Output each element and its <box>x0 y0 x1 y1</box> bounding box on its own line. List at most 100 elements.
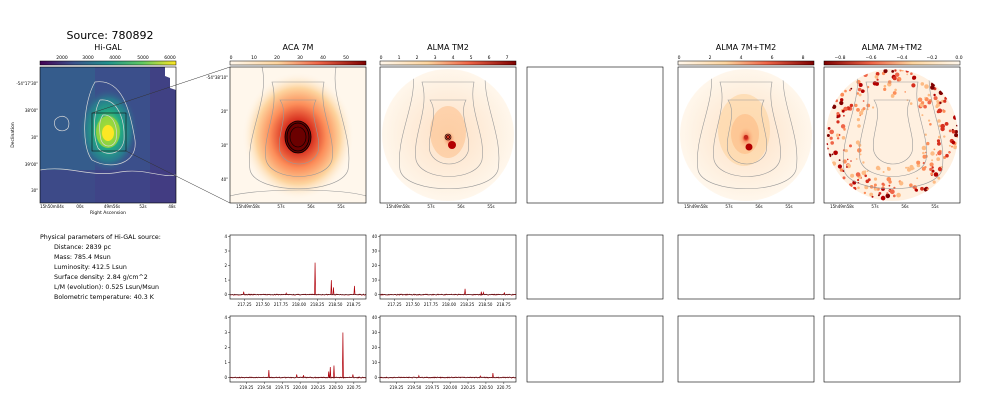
residual-speckle <box>933 148 936 151</box>
empty-spectrum-panel <box>823 234 961 300</box>
residual-speckle <box>921 166 926 171</box>
residual-speckle <box>840 92 845 97</box>
residual-speckle <box>932 180 936 184</box>
residual-speckle <box>901 69 904 72</box>
y-tick-label: 4 <box>224 234 227 239</box>
x-tick-label: 220.00 <box>443 385 457 390</box>
x-tick-label: 219.50 <box>407 385 421 390</box>
residual-speckle <box>829 129 834 135</box>
x-tick-label: 220.25 <box>461 385 475 390</box>
y-tick-label: -54°38'10" <box>206 75 228 80</box>
residual-speckle <box>921 101 925 105</box>
residual-speckle <box>892 194 896 198</box>
aca-panel: ACA 7M 0 10 20 30 40 50 -54°38' <box>206 43 367 209</box>
residual-speckle <box>896 79 900 82</box>
y-tick-label: 39'00" <box>25 162 38 167</box>
spectra-grid: 217.25 217.50 217.75 218.00 218.25 218.50 218.… <box>224 234 517 390</box>
residual-speckle <box>836 112 840 116</box>
x-tick-label: 220.25 <box>311 385 325 390</box>
residual-speckle <box>924 96 926 99</box>
y-tick-label: 20" <box>221 109 228 114</box>
residual-speckle <box>862 107 866 111</box>
residual-speckle <box>899 181 904 186</box>
residual-speckle <box>859 153 862 156</box>
aca-colorbar-ticks: 0 10 20 30 40 50 <box>230 55 349 61</box>
colorbar-tick-label: 8 <box>802 55 805 61</box>
y-tick-label: 20 <box>372 263 378 268</box>
residual-speckle <box>924 151 927 154</box>
residual-speckle <box>944 122 949 126</box>
residual-speckle <box>873 177 878 181</box>
residual-speckle <box>943 99 947 103</box>
residual-speckle <box>909 102 913 105</box>
colorbar-tick-label: 40 <box>320 55 326 61</box>
residual-speckle <box>929 167 933 171</box>
residual-speckle <box>923 104 927 109</box>
residual-speckle <box>836 137 840 140</box>
residual-speckle <box>923 187 928 192</box>
colorbar-tick-label: 1 <box>398 55 401 61</box>
residual-speckle <box>936 139 941 143</box>
spectrum-frame <box>379 234 517 300</box>
residual-speckle <box>878 192 882 195</box>
residual-speckle <box>916 177 919 180</box>
colorbar-tick-label: 20 <box>274 55 280 61</box>
spectrum-line <box>379 288 517 297</box>
residual-speckle <box>864 174 867 178</box>
parameters-heading: Physical parameters of Hi-GAL source: <box>40 234 161 241</box>
residual-speckle <box>911 83 916 88</box>
residual-speckle <box>856 118 861 122</box>
residual-speckle <box>858 83 863 87</box>
parameter-line: Mass: 785.4 Msun <box>54 254 111 261</box>
x-tick-label: 48s <box>168 204 175 209</box>
residual-speckle <box>888 184 891 187</box>
x-tick-label: 220.75 <box>497 385 511 390</box>
residual-speckle <box>833 150 838 156</box>
residual-speckle <box>945 153 949 158</box>
residual-speckle <box>905 69 909 73</box>
higal-xticks: 15h50m04s 00s 49m56s 52s 48s <box>40 204 175 209</box>
residual-speckle <box>859 114 862 117</box>
residual-speckle <box>839 100 844 106</box>
residual-speckle <box>935 154 938 156</box>
x-tick-label: 55s <box>337 204 344 209</box>
aca-title: ACA 7M <box>283 43 314 52</box>
residual-speckle <box>862 100 865 102</box>
residual-speckle <box>831 161 837 166</box>
x-tick-label: 218.25 <box>310 302 324 307</box>
residual-speckle <box>948 151 950 154</box>
colorbar-tick-label: −0.6 <box>866 55 877 61</box>
residual-speckle <box>869 192 874 197</box>
spectrum-panel: 217.25 217.50 217.75 218.00 218.25 218.50 218.… <box>224 234 367 307</box>
residual-speckle <box>854 103 858 108</box>
residual-speckle <box>937 108 943 114</box>
y-tick-label: 1 <box>224 278 227 283</box>
higal-xlabel: Right Ascension <box>90 210 126 216</box>
residual-speckle <box>892 76 897 81</box>
alma-tm2-image <box>382 69 514 201</box>
colorbar-tick-label: −0.2 <box>927 55 938 61</box>
aca-image <box>230 67 366 203</box>
y-tick-label: 0 <box>224 292 227 297</box>
colorbar-tick-label: 2000 <box>56 55 68 61</box>
residual-speckle <box>885 193 891 199</box>
x-tick-label: 217.75 <box>424 302 438 307</box>
residual-speckle <box>831 104 837 110</box>
residual-speckle <box>846 166 848 168</box>
residual-speckle <box>886 192 889 195</box>
alma-7m-tm2-neg-colorbar-ticks: −0.8 −0.6 −0.4 −0.2 0.0 <box>835 55 963 61</box>
residual-speckle <box>843 114 845 117</box>
residual-speckle <box>930 85 935 90</box>
y-tick-label: 30 <box>372 249 378 254</box>
colorbar-tick-label: 5000 <box>137 55 149 61</box>
residual-speckle <box>920 186 924 191</box>
residual-speckle <box>874 75 879 79</box>
residual-speckle <box>857 186 860 190</box>
residual-speckle <box>855 172 861 177</box>
x-tick-label: 219.75 <box>425 385 439 390</box>
empty-spectrum-panel <box>526 234 664 300</box>
residual-speckle <box>909 183 913 187</box>
zoom-connector <box>91 66 231 204</box>
x-tick-label: 15h49m58s <box>830 204 854 209</box>
residual-speckle <box>899 69 902 72</box>
